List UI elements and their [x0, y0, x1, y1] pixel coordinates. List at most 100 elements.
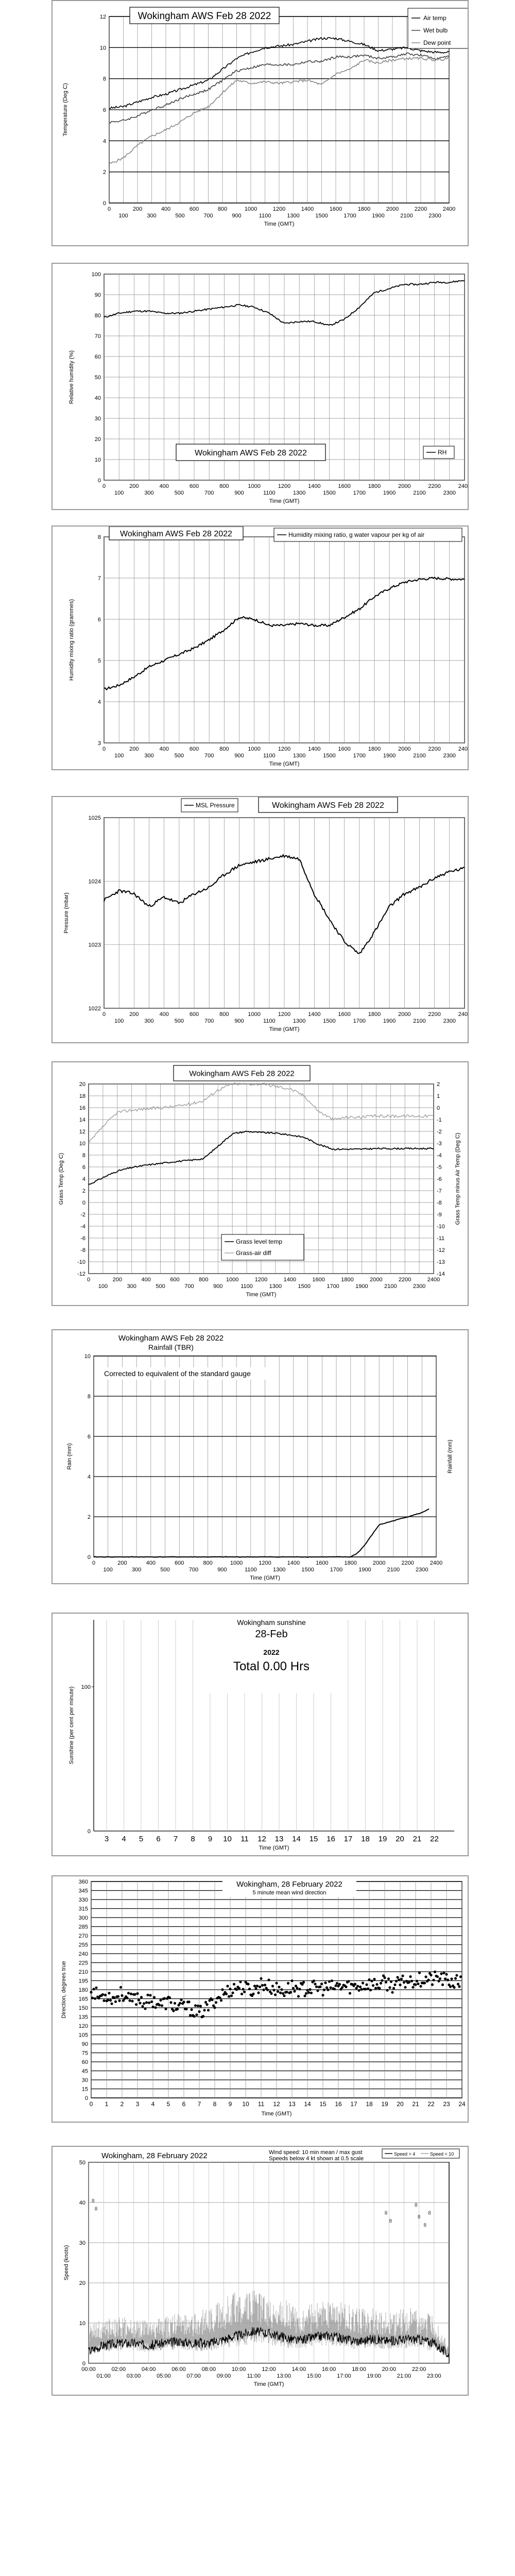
y-tick-label: 3	[98, 740, 101, 747]
direction-point	[219, 1999, 223, 2002]
x-tick-label: 700	[184, 1283, 194, 1290]
y-tick-label: 10	[84, 1353, 91, 1360]
direction-point	[258, 1985, 262, 1988]
x-tick-label: 1500	[323, 490, 335, 496]
chart-title-box	[173, 1065, 311, 1081]
x-tick-label: 2300	[416, 1567, 428, 1573]
legend-label: RH	[438, 449, 447, 456]
direction-point	[243, 1990, 246, 1993]
y-tick-label: 60	[95, 354, 101, 360]
direction-point	[188, 2014, 192, 2017]
chart-year: 2022	[263, 1648, 279, 1656]
direction-point	[366, 1987, 370, 1990]
y-axis-label: Rain (mm)	[66, 1443, 73, 1469]
direction-point	[270, 1992, 273, 1995]
direction-point	[108, 1992, 111, 1995]
direction-point	[240, 1992, 244, 1995]
direction-point	[173, 2002, 177, 2005]
direction-point	[163, 1997, 166, 2000]
x-tick-label: 1100	[245, 1567, 257, 1573]
x-tick-label: 900	[217, 1567, 227, 1573]
y2-tick-label: -5	[437, 1164, 442, 1171]
x-tick-label: 12	[273, 2100, 280, 2108]
y-tick-label: 240	[79, 1951, 88, 1957]
direction-point	[310, 1991, 313, 1994]
x-tick-label: 1600	[312, 1277, 324, 1283]
x-tick-label: 24	[458, 2100, 466, 2108]
wind-direction-chart-panel: 0 15 30 45 60 75 90 105 120 135 150 165 180 195 210 225…	[52, 1875, 469, 2123]
legend-label: Air temp	[423, 14, 447, 22]
direction-point	[142, 2002, 146, 2005]
direction-point	[374, 1987, 377, 1990]
x-tick-label: 1200	[259, 1560, 271, 1566]
y2-tick-label: -12	[437, 1247, 445, 1253]
direction-point	[252, 1992, 255, 1995]
direction-point	[459, 1975, 462, 1978]
off-scale-marker: 8	[385, 2210, 388, 2216]
y-tick-label: 30	[79, 2240, 85, 2246]
direction-point	[116, 1995, 120, 1998]
direction-point	[199, 2005, 202, 2008]
direction-point	[229, 1988, 232, 1991]
x-tick-label: 8	[213, 2100, 217, 2108]
direction-point	[91, 1996, 94, 1999]
x-tick-label: 1600	[330, 206, 342, 212]
direction-point	[239, 1980, 242, 1984]
x-tick-label: 500	[175, 490, 184, 496]
x-tick-label: 2400	[430, 1560, 442, 1566]
x-tick-label: 2000	[373, 1560, 385, 1566]
direction-point	[360, 1988, 363, 1991]
direction-point	[128, 1999, 131, 2002]
x-tick-label: 600	[175, 1560, 184, 1566]
x-tick-label: 0	[90, 2100, 93, 2108]
direction-point	[441, 1983, 444, 1986]
direction-point	[424, 1975, 427, 1978]
y-tick-label: 1022	[89, 1006, 101, 1012]
direction-point	[267, 1978, 270, 1981]
direction-point	[93, 1997, 97, 2000]
x-tick-label: 1100	[263, 753, 276, 759]
humidity-chart-panel: 0 200 400 600 800 1000 1200 1400 1600 1800 2000 220…	[52, 263, 469, 510]
direction-point	[110, 2002, 113, 2005]
x-tick-label: 2000	[398, 483, 410, 489]
x-tick-label: 400	[159, 746, 168, 752]
x-tick-label: 1200	[273, 206, 285, 212]
x-tick-label: 2	[121, 2100, 124, 2108]
x-tick-label: 1900	[372, 213, 384, 219]
direction-point	[290, 1979, 294, 1982]
x-tick-label: 1600	[316, 1560, 328, 1566]
direction-point	[221, 1988, 224, 1991]
direction-point	[254, 1987, 258, 1990]
direction-point	[144, 2007, 147, 2010]
chart-title: Wokingham AWS Feb 28 2022	[120, 530, 232, 538]
x-tick-label: 100	[114, 490, 124, 496]
y-tick-label: 4	[88, 1474, 91, 1480]
direction-point	[340, 1986, 344, 1989]
y-tick-label: 285	[79, 1924, 88, 1930]
y-tick-label: 4	[82, 1176, 85, 1182]
wind-speed-chart-panel: 0 10 20 30 40 50 00:00 02:00 04:00 06:00 08:00 10:0…	[52, 2146, 469, 2396]
direction-point	[263, 1984, 267, 1987]
direction-point	[411, 1986, 415, 1989]
x-tick-label: 12	[258, 1835, 266, 1843]
y-tick-label: 2	[88, 1514, 91, 1520]
x-tick-label: 400	[159, 483, 168, 489]
y-axis-label: Relative humidity (%)	[68, 350, 75, 404]
x-tick-label: 2200	[428, 483, 440, 489]
direction-point	[423, 1981, 426, 1985]
x-tick-label: 1100	[241, 1283, 253, 1290]
direction-point	[118, 1999, 121, 2002]
y2-tick-label: -1	[437, 1117, 442, 1123]
x-tick-label: 2100	[400, 213, 413, 219]
x-tick-label: 600	[190, 746, 199, 752]
y2-tick-label: 2	[437, 1081, 440, 1088]
direction-point	[296, 1987, 299, 1990]
x-tick-label: 10	[223, 1835, 232, 1843]
x-tick-label: 2200	[428, 1011, 440, 1018]
direction-point	[169, 2001, 173, 2004]
direction-point	[427, 1978, 430, 1981]
x-tick-label: 03:00	[127, 2373, 141, 2379]
x-tick-label: 14	[292, 1835, 301, 1843]
x-tick-label: 10	[242, 2100, 249, 2108]
x-tick-label: 00:00	[81, 2366, 96, 2372]
